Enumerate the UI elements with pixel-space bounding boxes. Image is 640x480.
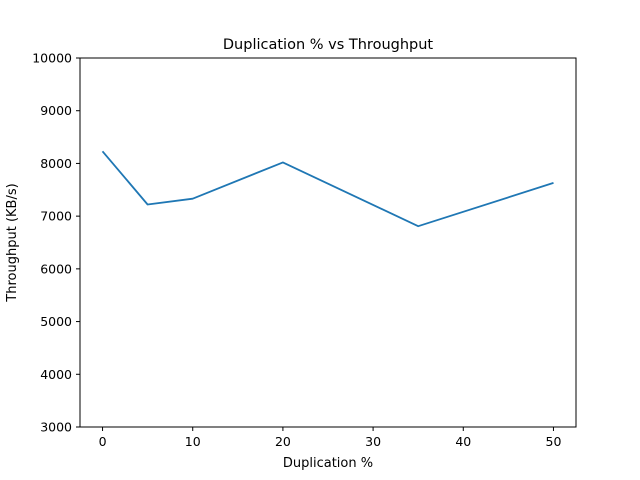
- y-axis-label: Throughput (KB/s): [5, 183, 20, 302]
- y-tick-label: 8000: [40, 156, 72, 171]
- y-tick-label: 5000: [40, 314, 72, 329]
- y-tick-label: 7000: [40, 209, 72, 224]
- y-tick-label: 3000: [40, 420, 72, 435]
- x-tick-label: 20: [275, 434, 291, 449]
- y-tick-label: 4000: [40, 367, 72, 382]
- y-tick-label: 6000: [40, 261, 72, 276]
- x-axis-ticks: 0 10 20 30 40 50: [99, 427, 562, 449]
- y-tick-label: 9000: [40, 103, 72, 118]
- x-tick-label: 40: [455, 434, 471, 449]
- y-axis-ticks: 3000 4000 5000 6000 7000 8000 9000 10000: [32, 51, 80, 435]
- x-tick-label: 10: [185, 434, 201, 449]
- series-line: [101, 150, 554, 228]
- x-tick-label: 30: [365, 434, 381, 449]
- plot-frame: [79, 57, 577, 428]
- x-tick-label: 50: [546, 434, 562, 449]
- chart-title: Duplication % vs Throughput: [223, 37, 434, 53]
- x-tick-label: 0: [99, 434, 107, 449]
- y-tick-label: 10000: [32, 51, 72, 66]
- x-axis-label: Duplication %: [283, 456, 373, 471]
- series-group: [101, 150, 554, 228]
